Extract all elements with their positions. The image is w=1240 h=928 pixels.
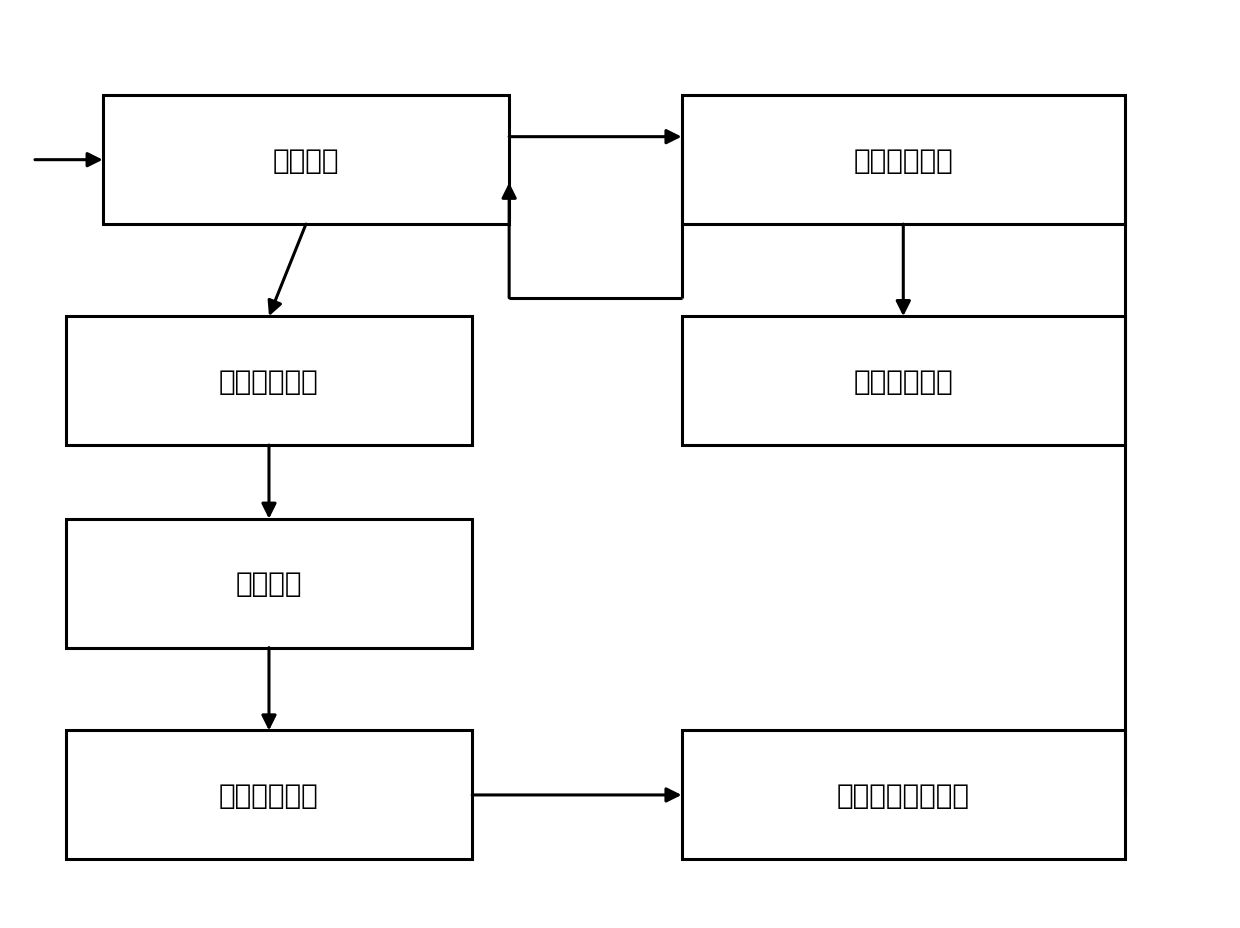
Bar bbox=[66, 730, 472, 859]
Bar bbox=[66, 316, 472, 445]
Text: 第二计时模块: 第二计时模块 bbox=[853, 147, 954, 174]
Text: 响应时间计算模块: 响应时间计算模块 bbox=[837, 781, 970, 809]
Text: 待测产品: 待测产品 bbox=[273, 147, 340, 174]
Text: 计算转换模块: 计算转换模块 bbox=[219, 367, 319, 395]
Text: 回令分析模块: 回令分析模块 bbox=[853, 367, 954, 395]
Bar bbox=[66, 519, 472, 648]
Text: 测试模块: 测试模块 bbox=[236, 570, 303, 598]
Bar bbox=[103, 97, 510, 225]
Bar bbox=[682, 730, 1125, 859]
Text: 第一计时模块: 第一计时模块 bbox=[219, 781, 319, 809]
Bar bbox=[682, 97, 1125, 225]
Bar bbox=[682, 316, 1125, 445]
